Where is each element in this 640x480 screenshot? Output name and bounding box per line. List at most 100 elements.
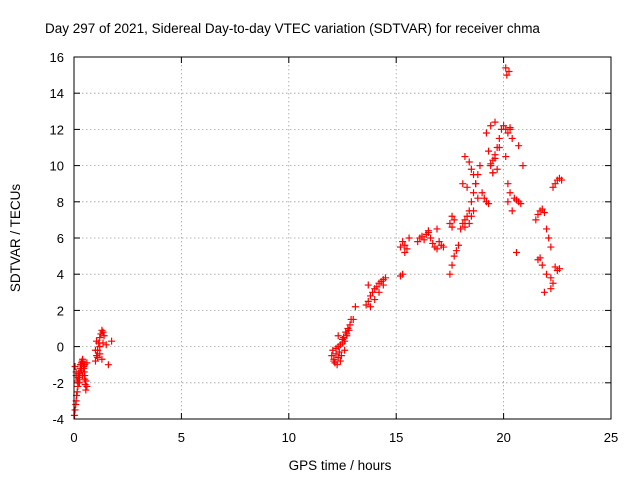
data-point	[346, 321, 354, 329]
data-point	[508, 207, 516, 215]
data-point	[329, 346, 337, 354]
data-point	[433, 225, 441, 233]
data-point	[96, 334, 104, 342]
data-point	[99, 328, 107, 336]
data-point	[474, 194, 482, 202]
data-point	[450, 216, 458, 224]
data-point	[82, 386, 90, 394]
chart-title: Day 297 of 2021, Sidereal Day-to-day VTE…	[45, 21, 540, 36]
data-point	[75, 379, 83, 387]
data-point	[465, 158, 473, 166]
data-point	[349, 315, 357, 323]
y-tick-labels: -4 -2 0 2 4 6 8 10 12 14 16	[50, 50, 64, 427]
data-point	[371, 296, 379, 304]
data-point	[487, 160, 495, 168]
data-point	[381, 274, 389, 282]
data-point	[502, 64, 510, 72]
data-point	[345, 326, 353, 334]
data-point	[78, 366, 86, 374]
data-point	[508, 134, 516, 142]
data-point	[334, 332, 342, 340]
data-point	[74, 373, 82, 381]
data-point	[91, 357, 99, 365]
x-tick-label: 0	[70, 430, 77, 445]
data-point	[549, 279, 557, 287]
data-point	[335, 348, 343, 356]
data-point	[427, 234, 435, 242]
plot-area	[73, 56, 612, 420]
y-tick-label: 12	[50, 122, 64, 137]
data-point	[433, 245, 441, 253]
data-point	[108, 337, 116, 345]
y-tick-label: -2	[52, 376, 64, 391]
data-point	[506, 189, 514, 197]
data-point	[543, 270, 551, 278]
data-point	[448, 212, 456, 220]
x-tick-label: 20	[496, 430, 510, 445]
data-point	[478, 189, 486, 197]
data-point	[459, 180, 467, 188]
data-point	[472, 180, 480, 188]
data-point	[337, 352, 345, 360]
data-point	[102, 341, 110, 349]
data-point	[536, 254, 544, 262]
data-point	[538, 261, 546, 269]
data-point	[461, 216, 469, 224]
data-point	[543, 225, 551, 233]
data-point	[551, 263, 559, 271]
data-point	[448, 223, 456, 231]
data-point	[96, 350, 104, 358]
data-point	[476, 162, 484, 170]
data-point	[491, 154, 499, 162]
data-point	[96, 343, 104, 351]
y-tick-label: 4	[57, 267, 64, 282]
data-point	[79, 372, 87, 380]
data-point	[418, 232, 426, 240]
data-point	[549, 183, 557, 191]
data-point	[512, 248, 520, 256]
data-point	[547, 285, 555, 293]
data-point	[91, 346, 99, 354]
grid-lines	[74, 57, 611, 419]
data-point	[489, 169, 497, 177]
data-point	[369, 288, 377, 296]
data-point	[555, 265, 563, 273]
data-point	[505, 67, 513, 75]
data-point	[482, 129, 490, 137]
data-point	[401, 241, 409, 249]
data-point	[420, 236, 428, 244]
y-tick-label: 6	[57, 231, 64, 246]
data-point	[461, 153, 469, 161]
data-point	[470, 171, 478, 179]
data-point	[446, 220, 454, 228]
data-point	[328, 352, 336, 360]
data-point	[551, 180, 559, 188]
data-point	[366, 292, 374, 300]
y-tick-label: 16	[50, 50, 64, 65]
data-point	[379, 281, 387, 289]
data-point	[334, 343, 342, 351]
y-tick-label: 0	[57, 340, 64, 355]
data-point	[364, 281, 372, 289]
data-point	[339, 335, 346, 343]
data-point	[534, 210, 542, 218]
y-tick-label: 2	[57, 303, 64, 318]
y-tick-label: 14	[50, 86, 64, 101]
y-tick-label: 8	[57, 195, 64, 210]
data-point	[71, 363, 79, 371]
data-point	[373, 283, 381, 291]
data-point	[83, 382, 91, 390]
data-point	[343, 330, 351, 338]
data-point	[94, 353, 102, 361]
y-axis-label: SDTVAR / TECUs	[8, 184, 23, 293]
data-point	[504, 129, 512, 137]
data-point	[485, 147, 493, 155]
data-point	[341, 346, 349, 354]
data-point	[503, 71, 511, 79]
data-point	[405, 234, 413, 242]
data-point	[467, 212, 475, 220]
data-point	[467, 165, 475, 173]
data-point	[452, 247, 460, 255]
data-point	[504, 180, 512, 188]
